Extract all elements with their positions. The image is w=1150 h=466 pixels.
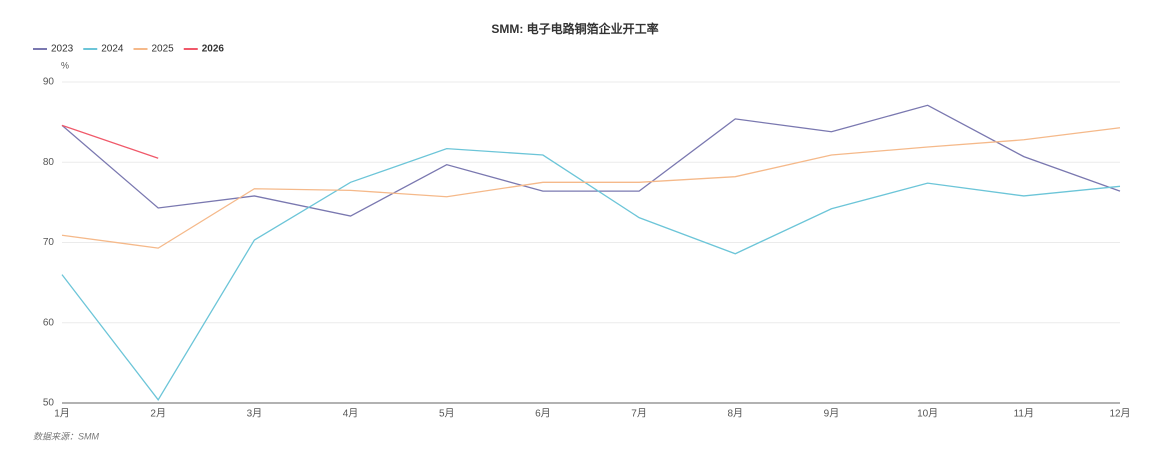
x-tick-label: 11月 [1014, 408, 1034, 420]
series-line [61, 147, 1121, 401]
x-tick-label: 3月 [247, 408, 263, 420]
x-tick-label: 2月 [150, 408, 166, 420]
chart-title: SMM: 电子电路铜箔企业开工率 [491, 21, 658, 36]
y-tick-label: 70 [43, 237, 55, 248]
legend-label: 2023 [51, 44, 74, 55]
y-tick-label: 90 [43, 77, 55, 88]
y-tick-label: 80 [43, 157, 55, 168]
x-tick-label: 8月 [727, 408, 743, 420]
series-line [61, 127, 1121, 249]
x-tick-label: 10月 [917, 408, 938, 420]
x-tick-label: 12月 [1109, 408, 1130, 420]
series-line [61, 124, 159, 159]
y-tick-label: 50 [43, 398, 55, 409]
x-tick-label: 7月 [631, 408, 647, 420]
legend-label: 2024 [101, 44, 124, 55]
x-tick-label: 1月 [54, 408, 70, 420]
legend-label: 2025 [152, 44, 175, 55]
y-unit: % [61, 60, 69, 70]
x-tick-label: 5月 [439, 408, 455, 420]
source: 数据来源：SMM [33, 431, 100, 441]
legend-label: 2026 [202, 44, 225, 55]
x-tick-label: 9月 [824, 408, 840, 420]
y-tick-label: 60 [43, 317, 55, 328]
x-tick-label: 6月 [535, 408, 551, 420]
series-line [61, 104, 1121, 217]
x-tick-label: 4月 [343, 408, 359, 420]
